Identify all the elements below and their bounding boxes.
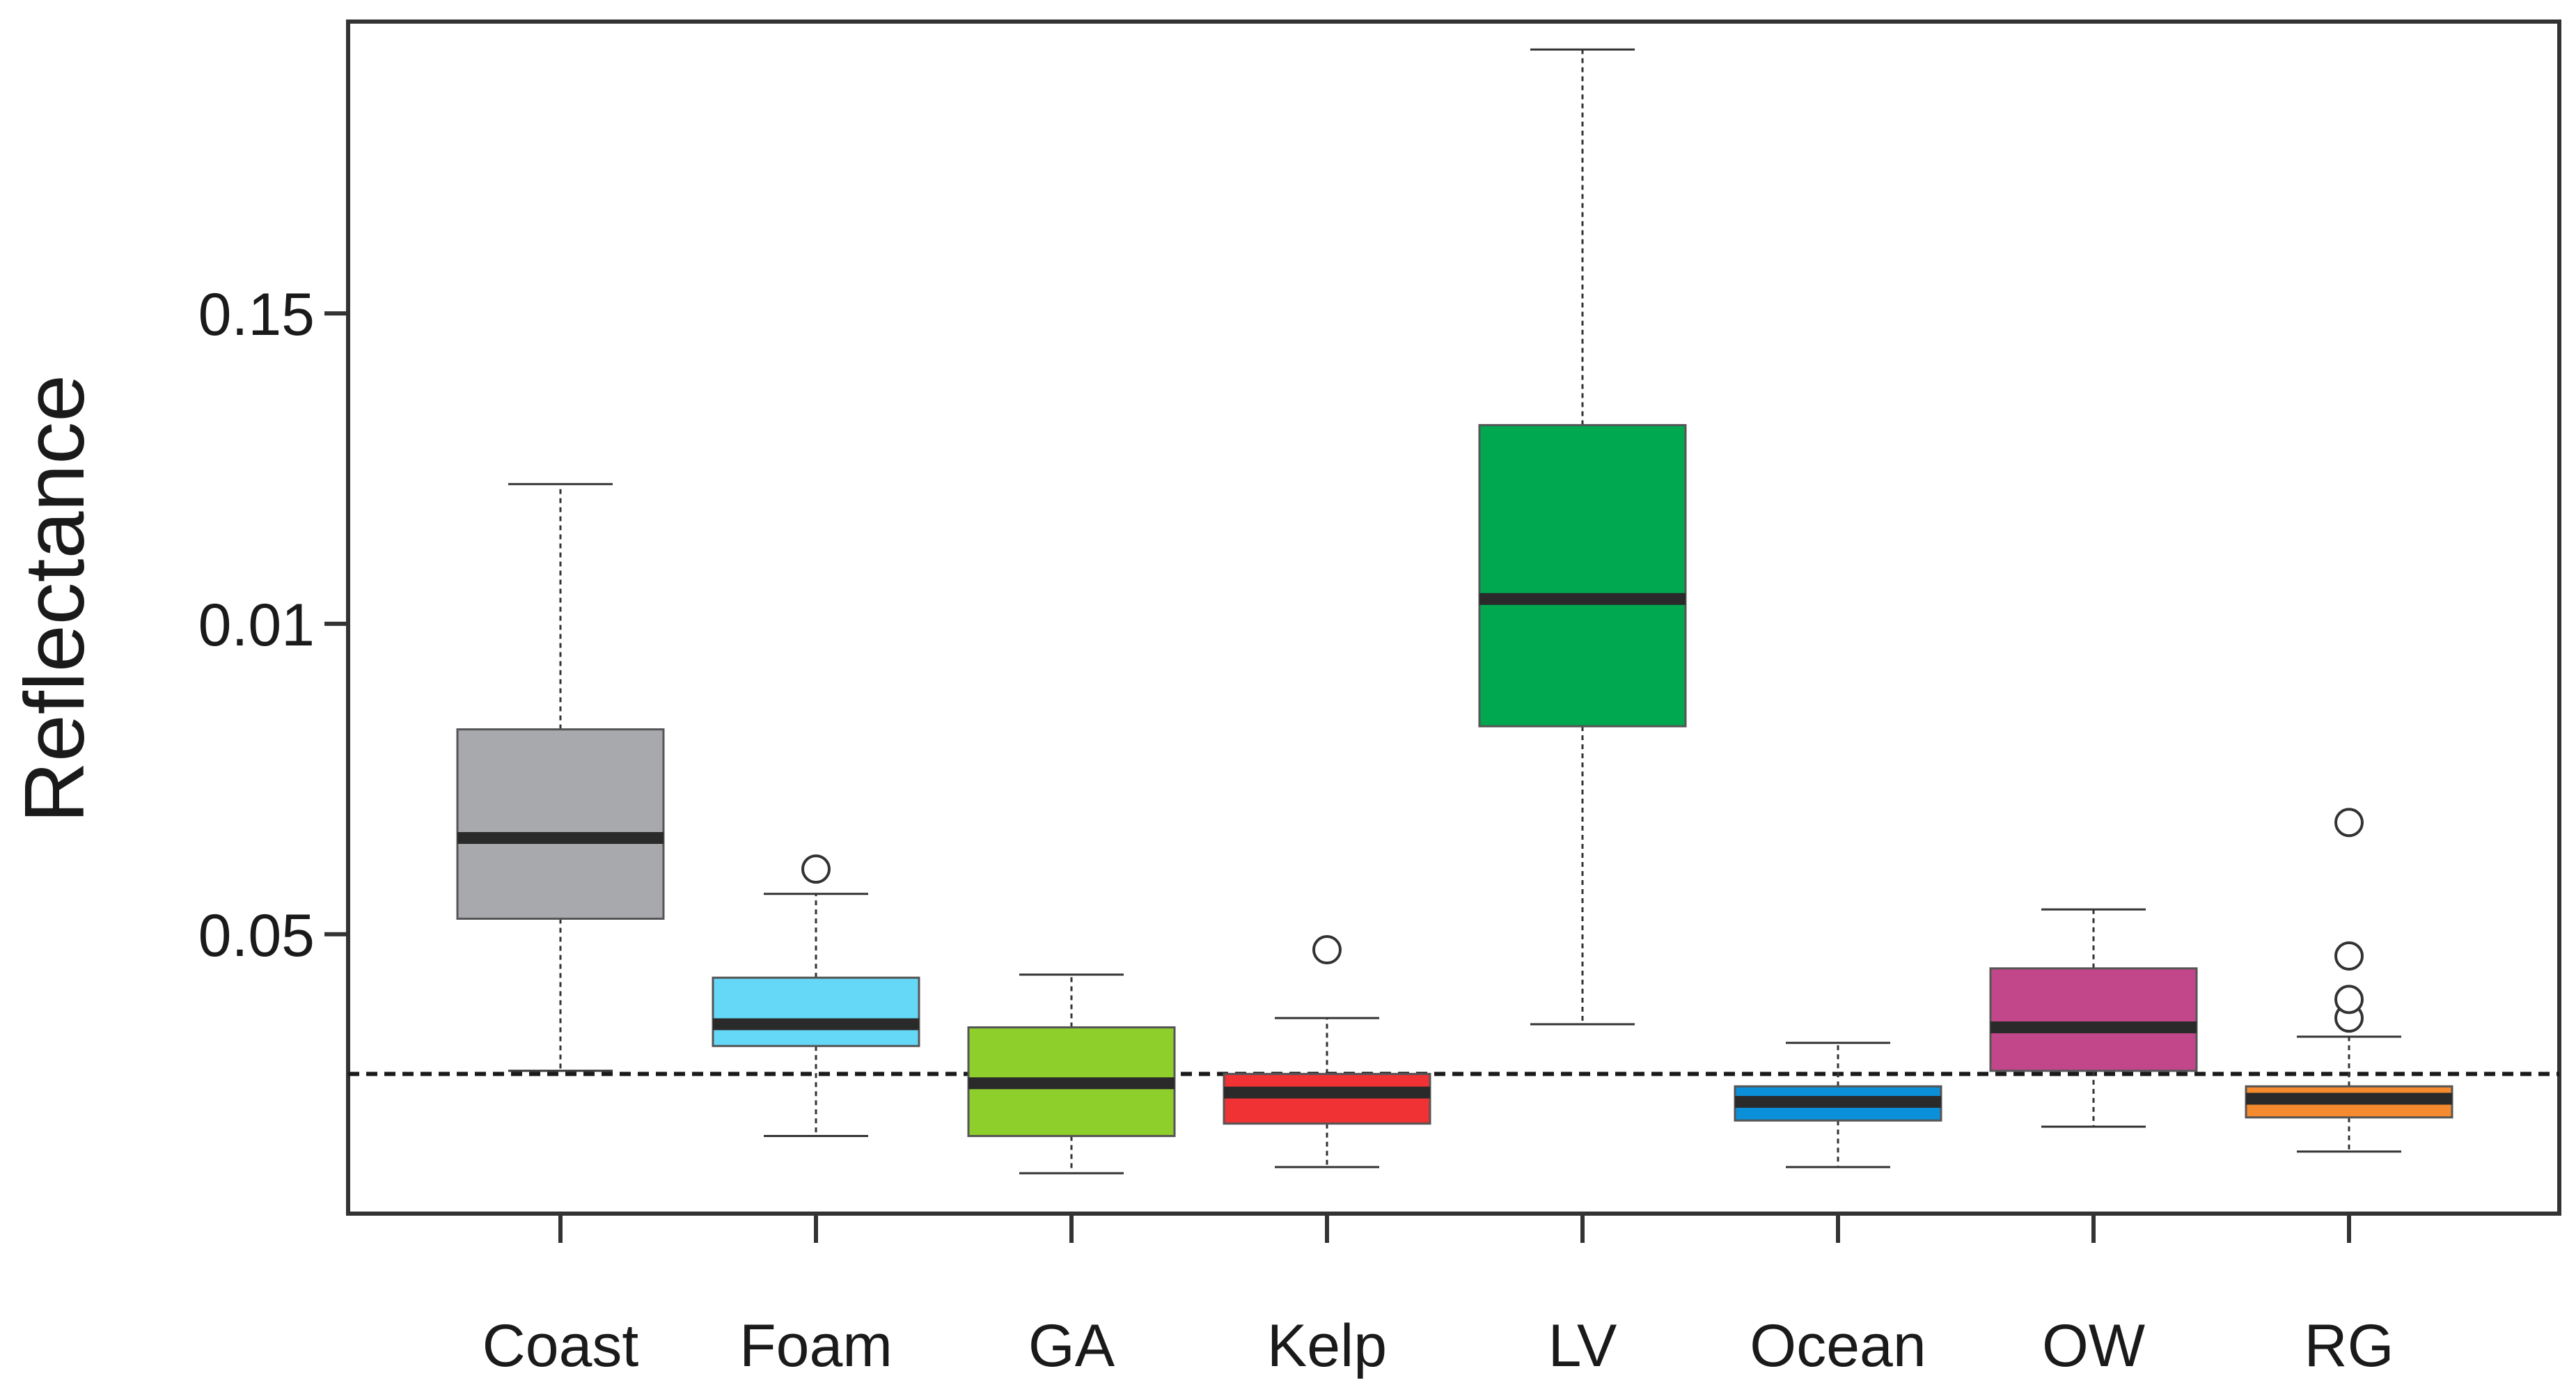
box-ga bbox=[967, 973, 1176, 1175]
box-ow bbox=[1989, 908, 2198, 1128]
outlier-point bbox=[2334, 941, 2364, 971]
outlier-point bbox=[801, 854, 831, 884]
iqr-box bbox=[1989, 967, 2198, 1072]
iqr-box bbox=[1478, 424, 1687, 728]
x-tick-label: Coast bbox=[482, 1312, 639, 1379]
box-coast bbox=[456, 483, 665, 1072]
box-ocean bbox=[1734, 1042, 1942, 1168]
outlier-point bbox=[2334, 808, 2364, 838]
outlier-point bbox=[2334, 985, 2364, 1014]
y-axis: 0.05 0.01 0.15 bbox=[198, 281, 348, 969]
box-foam bbox=[712, 854, 920, 1138]
x-axis: Coast Foam GA Kelp LV Ocean OW RG bbox=[482, 1214, 2394, 1379]
y-axis-title: Reflectance bbox=[7, 375, 102, 823]
outlier-point bbox=[1312, 935, 1342, 965]
x-tick-label: OW bbox=[2042, 1312, 2145, 1379]
x-tick-label: Kelp bbox=[1267, 1312, 1387, 1379]
x-tick-label: LV bbox=[1548, 1312, 1617, 1379]
boxes-layer bbox=[456, 48, 2453, 1175]
x-tick-label: RG bbox=[2304, 1312, 2394, 1379]
y-tick-label: 0.05 bbox=[198, 902, 315, 969]
iqr-box bbox=[712, 976, 920, 1047]
plot-frame bbox=[346, 19, 2561, 1216]
box-kelp bbox=[1223, 935, 1431, 1168]
y-tick-label: 0.15 bbox=[198, 281, 315, 348]
iqr-box bbox=[1223, 1072, 1431, 1125]
x-tick-label: GA bbox=[1028, 1312, 1115, 1379]
x-tick-label: Ocean bbox=[1750, 1312, 1926, 1379]
box-rg bbox=[2245, 808, 2453, 1153]
x-tick-label: Foam bbox=[739, 1312, 893, 1379]
box-lv bbox=[1478, 48, 1687, 1026]
iqr-box bbox=[456, 728, 665, 920]
y-tick-label: 0.01 bbox=[198, 592, 315, 659]
